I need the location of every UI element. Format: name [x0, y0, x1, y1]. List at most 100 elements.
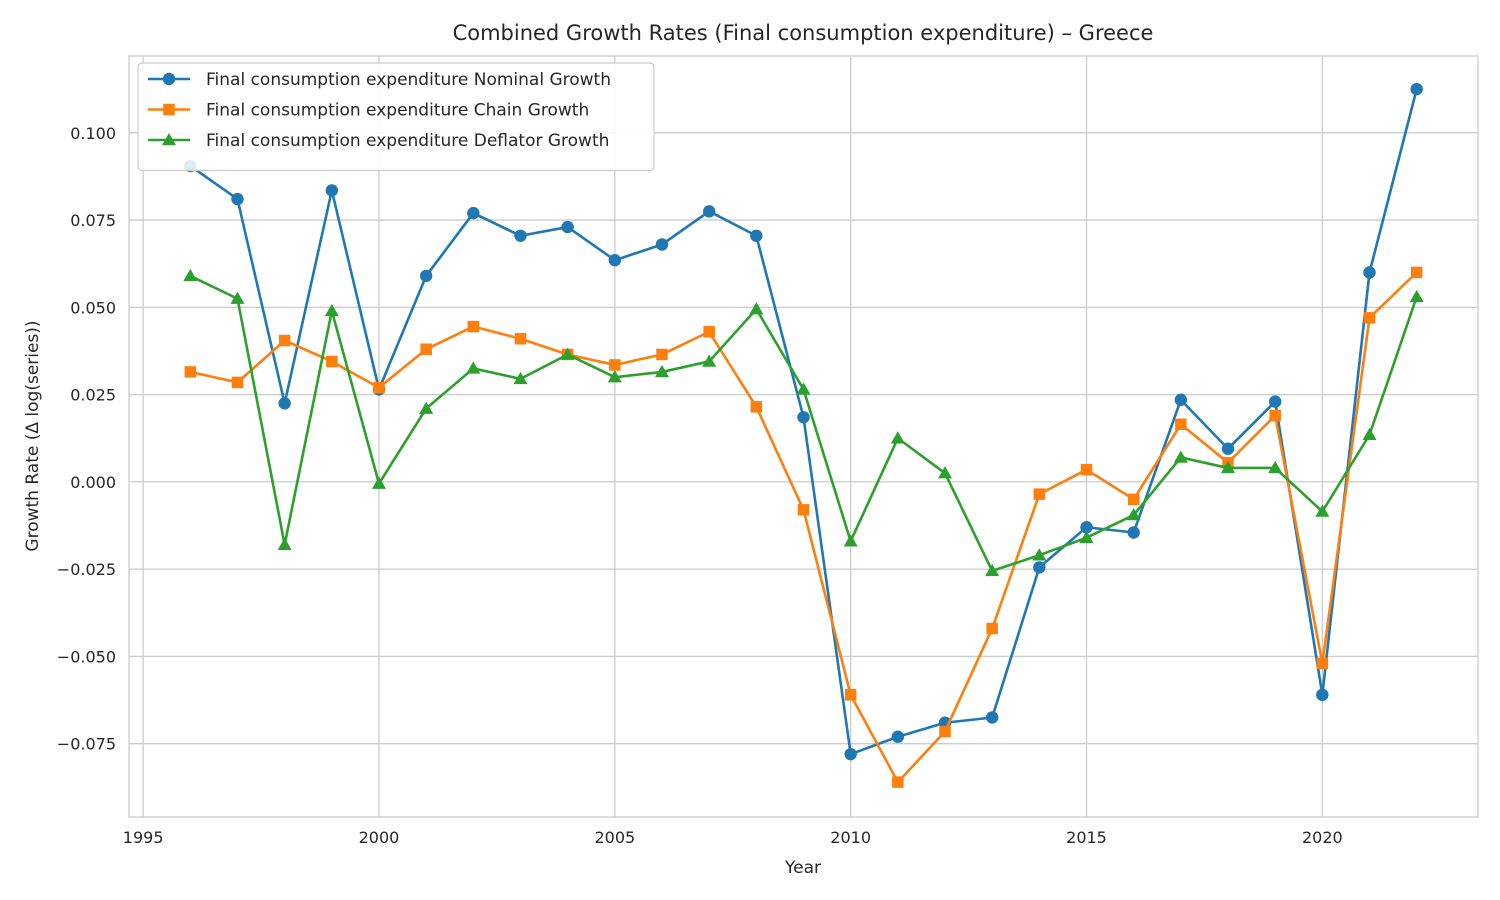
data-point — [1316, 657, 1329, 670]
data-point — [1363, 266, 1376, 279]
data-point — [797, 411, 810, 424]
x-tick-label: 1995 — [123, 828, 164, 847]
data-point — [1221, 442, 1235, 455]
data-point — [514, 229, 527, 242]
data-point — [702, 205, 716, 218]
data-point — [514, 333, 527, 345]
series-triangle — [183, 268, 1424, 577]
data-point — [231, 376, 244, 389]
data-point — [373, 381, 385, 394]
legend-label: Final consumption expenditure Chain Grow… — [206, 101, 589, 121]
x-tick-label: 2005 — [594, 828, 635, 847]
data-point — [1363, 312, 1376, 324]
data-point — [1126, 508, 1141, 521]
data-point — [844, 747, 857, 761]
legend-marker — [163, 103, 175, 116]
legend-label: Final consumption expenditure Deflator G… — [206, 131, 609, 151]
data-point — [985, 563, 1000, 577]
data-point — [1127, 526, 1140, 539]
plot-frame — [128, 55, 1479, 818]
x-tick-label: 2015 — [1066, 828, 1107, 847]
data-point — [560, 347, 575, 360]
data-point — [371, 476, 386, 489]
data-point — [939, 725, 951, 738]
data-point — [609, 359, 621, 371]
data-point — [466, 361, 481, 374]
data-point — [324, 303, 339, 317]
legend-item: Final consumption expenditure Chain Grow… — [148, 101, 589, 121]
y-tick-label: −0.075 — [57, 735, 116, 754]
data-point — [467, 206, 480, 220]
data-point — [1362, 427, 1377, 441]
data-point — [467, 320, 480, 333]
data-point — [231, 192, 244, 206]
y-tick-label: −0.025 — [57, 560, 116, 579]
data-point — [656, 348, 668, 361]
legend-marker — [162, 133, 176, 146]
y-tick-label: 0.075 — [70, 211, 116, 230]
data-point — [1316, 688, 1329, 702]
data-point — [938, 466, 953, 479]
data-point — [278, 397, 291, 410]
data-point — [1079, 530, 1094, 543]
data-point — [796, 382, 811, 395]
data-point — [183, 268, 198, 282]
data-point — [891, 730, 905, 743]
data-point — [1033, 561, 1046, 574]
data-point — [419, 269, 433, 283]
x-axis-label: Year — [784, 858, 821, 878]
data-point — [325, 184, 339, 197]
data-point — [1410, 82, 1423, 96]
series-layer — [183, 82, 1424, 788]
legend-marker — [162, 72, 176, 86]
data-point — [1173, 450, 1188, 463]
data-point — [1032, 548, 1047, 561]
data-point — [513, 371, 528, 385]
data-point — [797, 504, 810, 516]
x-tick-label: 2020 — [1302, 828, 1343, 847]
data-point — [654, 364, 669, 378]
data-point — [1269, 409, 1281, 422]
y-axis-label: Growth Rate (Δ log(series)) — [23, 320, 43, 551]
x-tick-label: 2000 — [359, 828, 400, 847]
data-point — [184, 366, 197, 378]
data-point — [844, 689, 857, 701]
y-tick-label: 0.050 — [70, 298, 116, 317]
x-tick-label: 2010 — [830, 828, 871, 847]
data-point — [892, 776, 904, 788]
data-point — [1175, 418, 1187, 431]
data-point — [561, 220, 574, 234]
y-tick-label: 0.100 — [70, 124, 116, 143]
data-point — [1127, 493, 1140, 506]
data-point — [702, 354, 717, 367]
data-point — [277, 537, 292, 550]
chart-title: Combined Growth Rates (Final consumption… — [453, 21, 1154, 45]
data-point — [1033, 488, 1046, 500]
data-point — [986, 622, 998, 635]
legend-label: Final consumption expenditure Nominal Gr… — [206, 70, 611, 90]
data-point — [326, 355, 338, 368]
data-point — [750, 229, 763, 242]
data-point — [843, 534, 858, 547]
data-point — [985, 711, 999, 724]
data-point — [890, 431, 905, 444]
data-point — [1409, 289, 1424, 303]
data-point — [1410, 266, 1423, 279]
data-point — [419, 401, 434, 414]
data-point — [703, 326, 715, 338]
data-point — [1080, 521, 1093, 534]
data-point — [278, 334, 291, 347]
tick-layer: 1995 2000 2005 2010 2015 2020 −0.075 −0.050 −0.0… — [57, 124, 1343, 847]
data-point — [750, 401, 763, 413]
data-point — [1080, 463, 1093, 476]
data-point — [1315, 504, 1330, 517]
data-point — [230, 291, 245, 304]
data-point — [607, 370, 622, 383]
data-point — [420, 343, 432, 355]
y-tick-label: −0.050 — [57, 647, 116, 666]
legend-box — [137, 62, 655, 172]
data-point — [608, 254, 622, 267]
y-tick-label: 0.025 — [70, 386, 116, 405]
data-point — [1268, 460, 1283, 474]
